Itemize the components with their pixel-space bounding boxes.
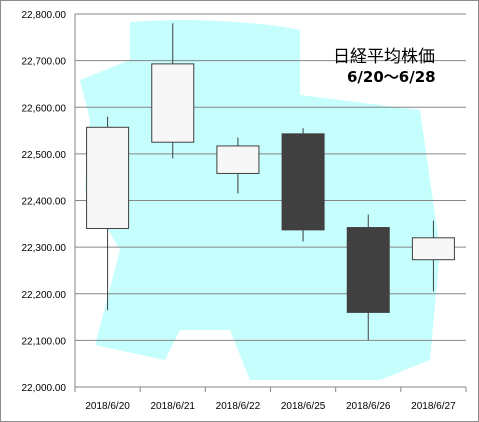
gridlines <box>74 13 467 392</box>
y-tick-label: 22,600.00 <box>22 103 67 114</box>
x-tick-label: 2018/6/20 <box>85 401 130 412</box>
chart-subtitle: 6/20～6/28 <box>347 68 436 86</box>
candle-body-up <box>216 145 260 174</box>
candle-body-up <box>151 63 195 143</box>
x-tick-label: 2018/6/22 <box>216 401 261 412</box>
candles <box>86 23 455 341</box>
y-tick-label: 22,000.00 <box>22 383 67 394</box>
x-tick-label: 2018/6/21 <box>151 401 196 412</box>
chart-title: 日経平均株価 <box>333 47 435 67</box>
y-tick-label: 22,700.00 <box>22 57 67 68</box>
candle-body-down <box>346 227 390 313</box>
y-tick-label: 22,400.00 <box>22 197 67 208</box>
y-tick-label: 22,200.00 <box>22 290 67 301</box>
candle-body-up <box>411 237 455 261</box>
x-tick-label: 2018/6/27 <box>411 401 456 412</box>
y-tick-label: 22,300.00 <box>22 243 67 254</box>
candle-body-down <box>281 133 325 231</box>
x-axis-ticks: 2018/6/20 2018/6/21 2018/6/22 2018/6/25 2018… <box>85 401 456 412</box>
x-tick-label: 2018/6/26 <box>346 401 391 412</box>
candle-body-up <box>86 126 130 229</box>
y-tick-label: 22,100.00 <box>22 336 67 347</box>
y-tick-label: 22,500.00 <box>22 150 67 161</box>
y-tick-label: 22,800.00 <box>22 10 67 21</box>
x-tick-label: 2018/6/25 <box>281 401 326 412</box>
y-axis-ticks: 22,000.00 22,100.00 22,200.00 22,300.00 22,4… <box>22 10 67 394</box>
